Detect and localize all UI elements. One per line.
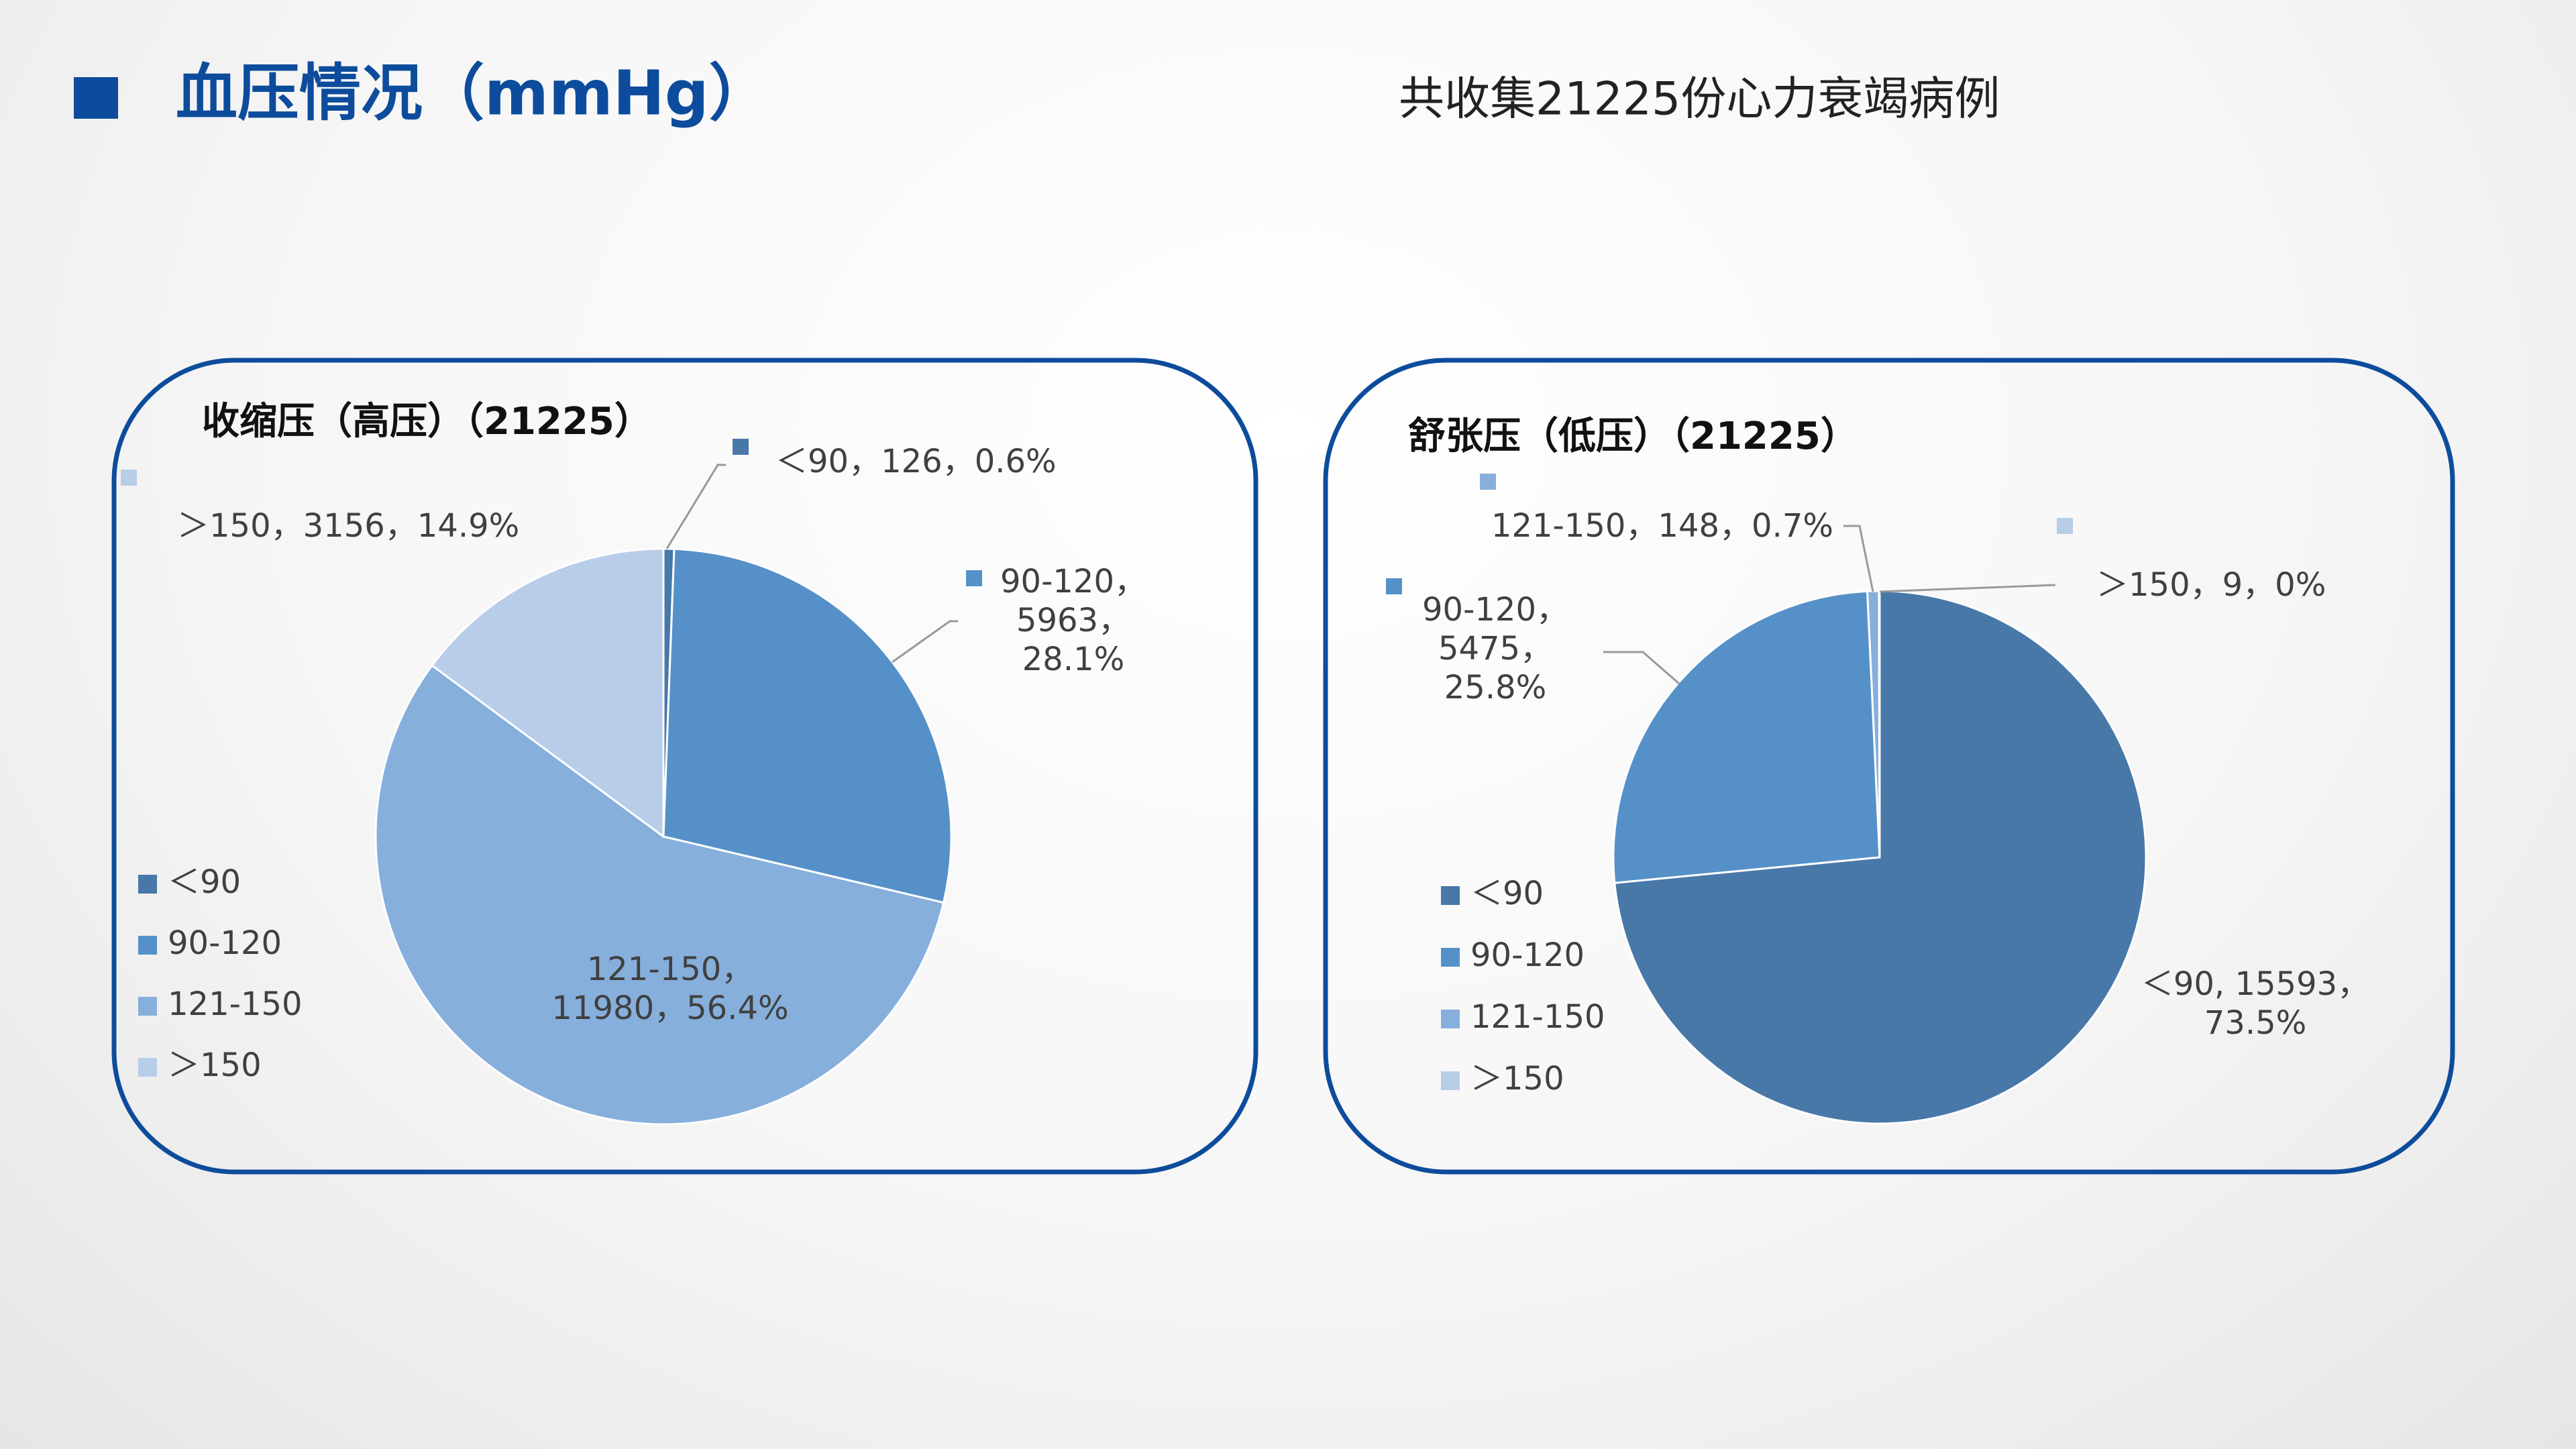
data-label: ＜90, 15593， 73.5% (2141, 965, 2370, 1042)
legend-label: ＜90 (168, 863, 241, 901)
leader-line (1879, 584, 2056, 593)
legend-swatch (138, 997, 157, 1016)
legend-label: ＞150 (1470, 1060, 1564, 1097)
label-key (966, 570, 982, 586)
leader-line (1603, 651, 1680, 685)
label-key (733, 439, 749, 455)
legend-label: ＞150 (168, 1046, 262, 1084)
leader-line (892, 620, 958, 663)
chart-title: 舒张压（低压）（21225） (1408, 415, 1858, 458)
panel (1323, 358, 2455, 1175)
data-label: ＜90，126，0.6% (775, 443, 1057, 480)
label-key (1386, 578, 1402, 594)
legend-label: 121-150 (1470, 998, 1605, 1036)
legend-swatch (1441, 948, 1460, 967)
pie-slice (430, 547, 665, 839)
leader-line (1843, 525, 1874, 592)
pie-slice (374, 663, 945, 1126)
data-label: 121-150， 11980，56.4% (551, 951, 789, 1027)
label-key (1480, 474, 1496, 490)
title-marker (74, 77, 118, 119)
legend-swatch (1441, 1071, 1460, 1090)
legend-label: 90-120 (1470, 936, 1585, 974)
data-label: 90-120， 5963， 28.1% (1000, 563, 1147, 678)
panel (111, 358, 1258, 1175)
slide-title: 血压情况（mmHg） (176, 57, 771, 129)
label-key (2057, 518, 2073, 534)
data-label: 121-150，148，0.7% (1491, 507, 1833, 545)
legend-swatch (1441, 1010, 1460, 1028)
chart-title: 收缩压（高压）（21225） (202, 400, 652, 443)
legend-swatch (1441, 886, 1460, 905)
legend-swatch (138, 1058, 157, 1077)
leader-line (665, 464, 726, 549)
legend-label: 121-150 (168, 985, 303, 1023)
legend-swatch (138, 875, 157, 894)
slide-subtitle: 共收集21225份心力衰竭病例 (1399, 73, 2000, 126)
legend-swatch (138, 936, 157, 955)
legend-label: ＜90 (1470, 875, 1544, 912)
pie-slice (1612, 590, 1881, 884)
data-label: ＞150，3156，14.9% (177, 507, 520, 545)
legend-label: 90-120 (168, 924, 282, 962)
data-label: ＞150，9，0% (2096, 566, 2326, 604)
data-label: 90-120， 5475， 25.8% (1421, 591, 1569, 706)
label-key (121, 470, 137, 486)
pie-slice (1878, 590, 1881, 858)
